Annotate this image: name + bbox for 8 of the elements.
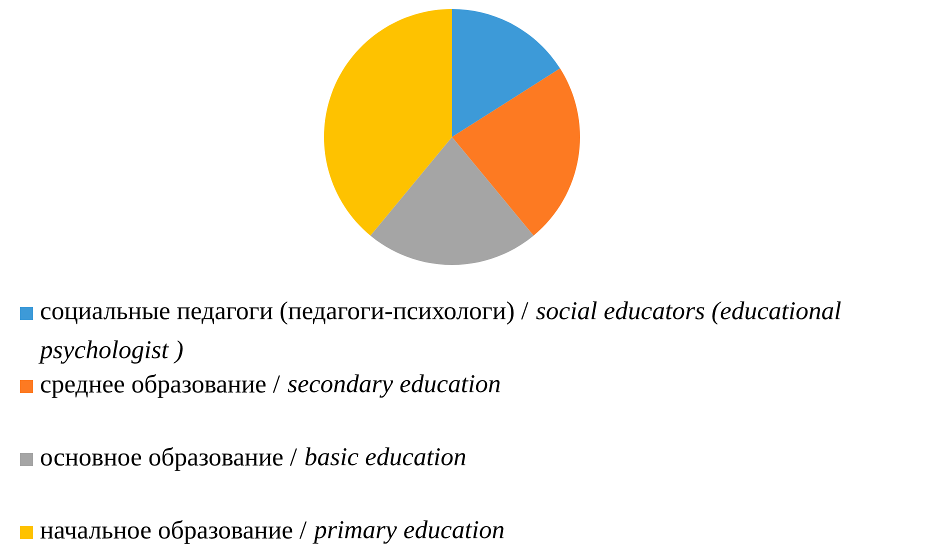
legend-label: начальное образование / primary education bbox=[40, 520, 504, 544]
category-label: социальные педагоги (педагоги-психологи) / social educators (educational psychologist ) bbox=[38, 301, 841, 364]
pie-slice bbox=[370, 137, 534, 265]
pie-slice bbox=[324, 9, 452, 236]
pie-slice bbox=[452, 68, 580, 236]
pie-slice bbox=[452, 9, 560, 137]
legend-label: основное образование / basic education bbox=[40, 447, 466, 471]
legend-label: среднее образование / secondary education bbox=[40, 374, 500, 398]
